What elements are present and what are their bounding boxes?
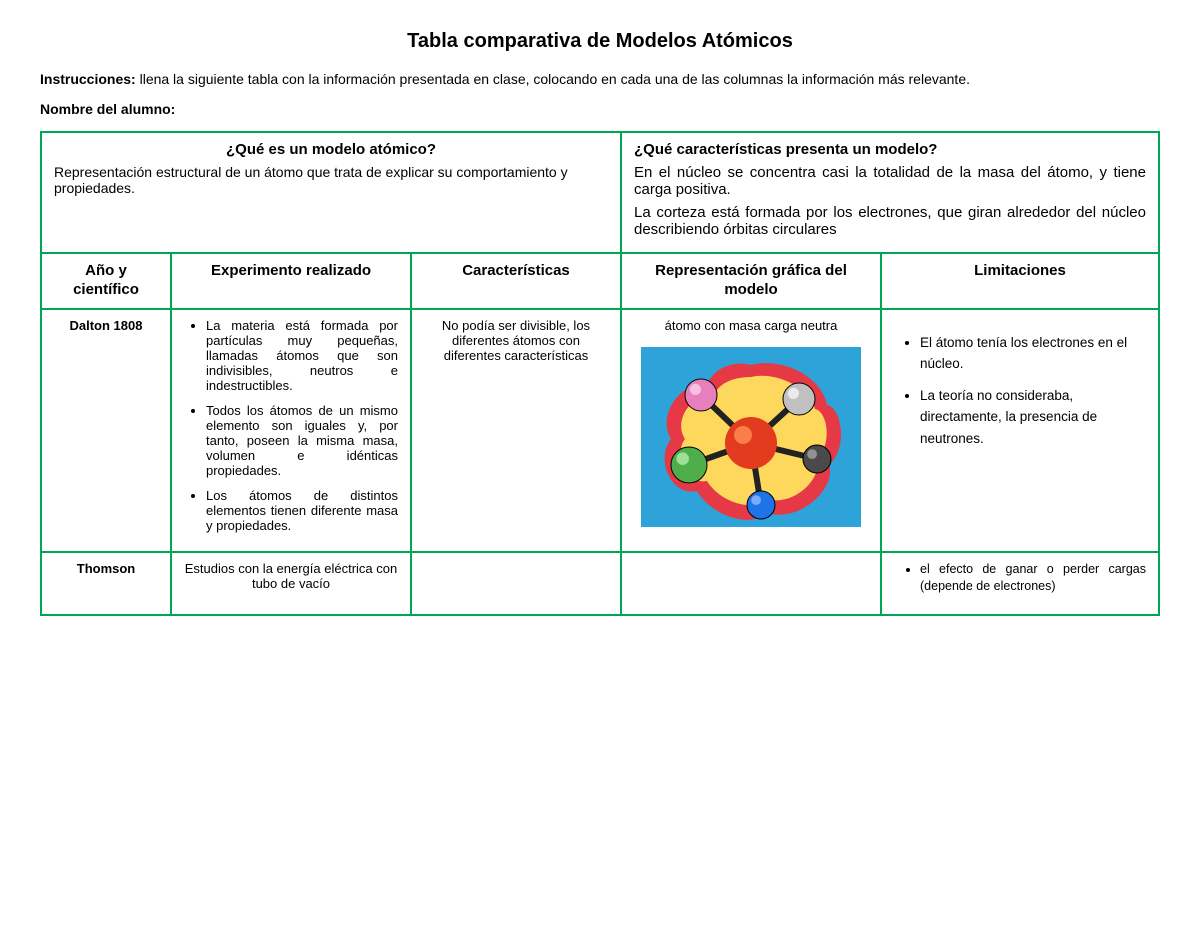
cell-experiment-dalton: La materia está formada por partículas m… <box>171 309 411 552</box>
col-header-representation: Representación gráfica del modelo <box>621 253 881 309</box>
list-item: el efecto de ganar o perder cargas (depe… <box>920 561 1146 596</box>
student-name-label: Nombre del alumno: <box>40 101 1160 117</box>
cell-scientist-thomson: Thomson <box>41 552 171 615</box>
representation-text: átomo con masa carga neutra <box>634 318 868 333</box>
question-left-answer-text: Representación estructural de un átomo q… <box>54 164 608 196</box>
col-header-limitations: Limitaciones <box>881 253 1159 309</box>
cell-representation-thomson <box>621 552 881 615</box>
list-item: La materia está formada por partículas m… <box>206 318 398 393</box>
atom-icon <box>641 347 861 527</box>
cell-characteristics-thomson <box>411 552 621 615</box>
instructions-label: Instrucciones: <box>40 71 136 87</box>
col-header-characteristics: Características <box>411 253 621 309</box>
page-title: Tabla comparativa de Modelos Atómicos <box>40 30 1160 53</box>
cell-representation-dalton: átomo con masa carga neutra <box>621 309 881 552</box>
list-item: Los átomos de distintos elementos tienen… <box>206 488 398 533</box>
question-right-header: ¿Qué características presenta un modelo? <box>634 141 1146 158</box>
instructions-text: llena la siguiente tabla con la informac… <box>136 71 970 87</box>
cell-characteristics-dalton: No podía ser divisible, los diferentes á… <box>411 309 621 552</box>
list-item: Todos los átomos de un mismo elemento so… <box>206 403 398 478</box>
cell-experiment-thomson: Estudios con la energía eléctrica con tu… <box>171 552 411 615</box>
cell-limitations-thomson: el efecto de ganar o perder cargas (depe… <box>881 552 1159 615</box>
question-right-answer-p2: La corteza está formada por los electron… <box>634 204 1146 238</box>
question-left-answer: Representación estructural de un átomo q… <box>54 164 608 196</box>
col-header-year: Año y científico <box>41 253 171 309</box>
question-right-answer: En el núcleo se concentra casi la totali… <box>634 164 1146 238</box>
comparison-table: ¿Qué es un modelo atómico? Representació… <box>40 131 1160 616</box>
col-header-experiment: Experimento realizado <box>171 253 411 309</box>
instructions-line: Instrucciones: llena la siguiente tabla … <box>40 71 1160 87</box>
table-row: Dalton 1808 La materia está formada por … <box>41 309 1159 552</box>
question-right-answer-p1: En el núcleo se concentra casi la totali… <box>634 164 1146 198</box>
list-item: La teoría no consideraba, directamente, … <box>920 385 1146 450</box>
cell-limitations-dalton: El átomo tenía los electrones en el núcl… <box>881 309 1159 552</box>
list-item: El átomo tenía los electrones en el núcl… <box>920 332 1146 375</box>
question-left-header: ¿Qué es un modelo atómico? <box>54 141 608 158</box>
cell-scientist-dalton: Dalton 1808 <box>41 309 171 552</box>
table-row: Thomson Estudios con la energía eléctric… <box>41 552 1159 615</box>
